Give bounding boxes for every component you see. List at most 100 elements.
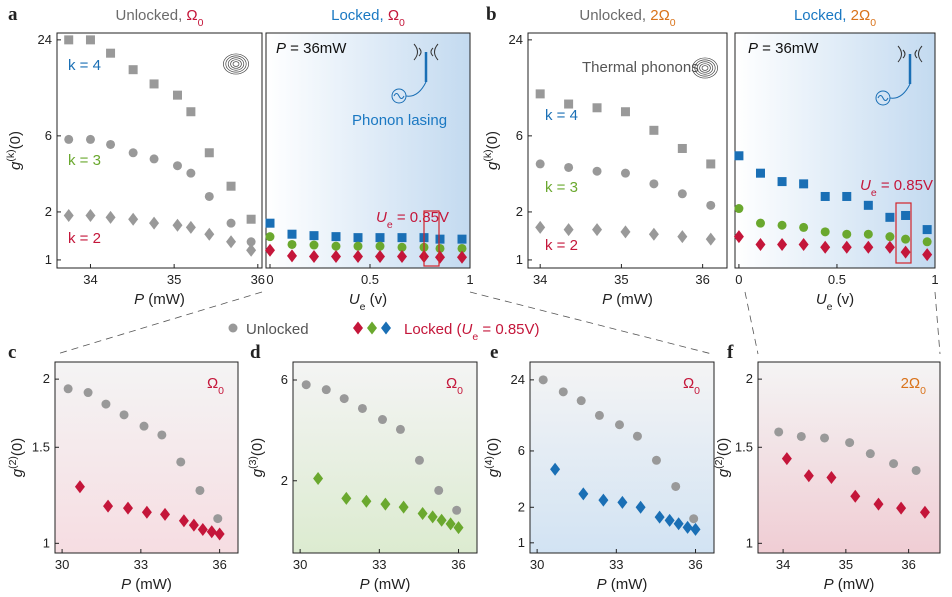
- annotation: Ω0: [446, 375, 463, 397]
- circle-marker: [287, 239, 297, 249]
- highlight-box: [895, 202, 912, 264]
- plot-frame: [54, 361, 239, 554]
- text-segment: (v): [366, 291, 388, 308]
- orbit-icon: [227, 57, 245, 71]
- circle-marker: [331, 241, 341, 251]
- square-marker: [901, 210, 911, 220]
- y-tick-label: 24: [38, 32, 52, 47]
- x-tick-label: 36: [695, 272, 709, 287]
- circle-marker: [649, 179, 659, 189]
- text-segment: Unlocked,: [579, 7, 650, 24]
- diamond-marker: [733, 230, 744, 244]
- square-marker: [287, 229, 297, 239]
- y-tick-label: 24: [509, 32, 523, 47]
- text-segment: Ω: [388, 7, 399, 24]
- x-tick-label: 35: [167, 272, 181, 287]
- text-segment: k = 3: [545, 179, 578, 196]
- x-tick-label: 0.5: [828, 272, 846, 287]
- annotation: k = 3: [545, 179, 578, 196]
- diamond-marker: [265, 243, 275, 257]
- panel-label: e: [490, 342, 498, 363]
- circle-marker: [842, 229, 852, 239]
- antenna-icon: [889, 83, 911, 99]
- square-marker: [435, 234, 445, 244]
- circle-marker: [734, 204, 744, 214]
- diamond-marker: [563, 223, 574, 237]
- text-segment: (3): [247, 456, 259, 469]
- diamond-marker: [122, 501, 133, 515]
- x-tick-label: 30: [530, 557, 544, 572]
- text-segment: P: [597, 576, 607, 593]
- x-tick-label: 36: [901, 557, 915, 572]
- y-axis-label: g(3)(0): [247, 438, 266, 478]
- diamond-marker: [85, 208, 96, 222]
- diamond-marker: [128, 212, 139, 226]
- y-tick-label: 1: [516, 252, 523, 267]
- text-segment: g: [715, 468, 732, 477]
- annotation: P = 36mW: [276, 40, 347, 57]
- diamond-marker: [188, 518, 199, 532]
- text-segment: 2Ω: [851, 7, 871, 24]
- circle-marker: [620, 168, 630, 178]
- circle-marker: [119, 410, 129, 420]
- text-segment: 2Ω: [650, 7, 670, 24]
- diamond-marker: [705, 232, 716, 246]
- square-marker: [620, 107, 630, 117]
- y-tick-label: 6: [518, 443, 525, 458]
- circle-marker: [309, 240, 319, 250]
- diamond-marker: [214, 527, 225, 541]
- square-marker: [885, 212, 895, 222]
- text-segment: U: [860, 177, 871, 194]
- x-axis-label: P (mW): [121, 576, 172, 593]
- diamond-marker: [841, 240, 852, 254]
- diamond-marker: [664, 513, 675, 527]
- circle-marker: [395, 424, 405, 434]
- square-marker: [592, 103, 602, 113]
- plot-frame: [734, 32, 936, 269]
- text-segment: 0: [920, 385, 926, 397]
- text-segment: = 0.85V: [877, 177, 933, 194]
- circle-marker: [901, 234, 911, 244]
- square-marker: [649, 125, 659, 135]
- orbit-icon: [694, 59, 716, 77]
- y-axis-label: g(k)(0): [5, 131, 24, 170]
- circle-marker: [63, 384, 73, 394]
- diamond-marker: [375, 250, 385, 264]
- annotation: Ue = 0.85V: [860, 177, 933, 199]
- x-tick-label: 34: [83, 272, 97, 287]
- diamond-marker: [331, 250, 341, 264]
- antenna-icon: [405, 81, 427, 97]
- diamond-marker: [381, 321, 391, 335]
- square-marker: [457, 234, 467, 244]
- circle-marker: [353, 241, 363, 251]
- y-tick-label: 1: [746, 535, 753, 550]
- y-tick-label: 2: [518, 499, 525, 514]
- x-tick-label: 36: [212, 557, 226, 572]
- circle-marker: [706, 200, 716, 210]
- x-tick-label: 33: [134, 557, 148, 572]
- diamond-marker: [341, 491, 352, 505]
- diamond-marker: [457, 250, 467, 264]
- text-segment: (v): [833, 291, 855, 308]
- y-tick-label: 2: [45, 204, 52, 219]
- diamond-marker: [380, 497, 391, 511]
- square-marker: [564, 99, 574, 109]
- square-marker: [397, 233, 407, 243]
- chart-title: Locked, 2Ω0: [794, 7, 876, 29]
- diamond-marker: [226, 235, 237, 249]
- annotation: Ω0: [683, 375, 700, 397]
- y-tick-label: 6: [516, 128, 523, 143]
- chart-title: Unlocked, Ω0: [116, 7, 204, 29]
- diamond-marker: [850, 489, 861, 503]
- diamond-marker: [900, 245, 911, 259]
- diamond-marker: [417, 506, 428, 520]
- circle-marker: [172, 161, 182, 171]
- diamond-marker: [367, 321, 377, 335]
- panel-label: d: [250, 342, 261, 363]
- circle-marker: [246, 237, 256, 247]
- circle-marker: [755, 218, 765, 228]
- plot-frame: [529, 361, 715, 554]
- diamond-marker: [919, 505, 930, 519]
- circle-marker: [204, 191, 214, 201]
- circle-marker: [435, 243, 445, 253]
